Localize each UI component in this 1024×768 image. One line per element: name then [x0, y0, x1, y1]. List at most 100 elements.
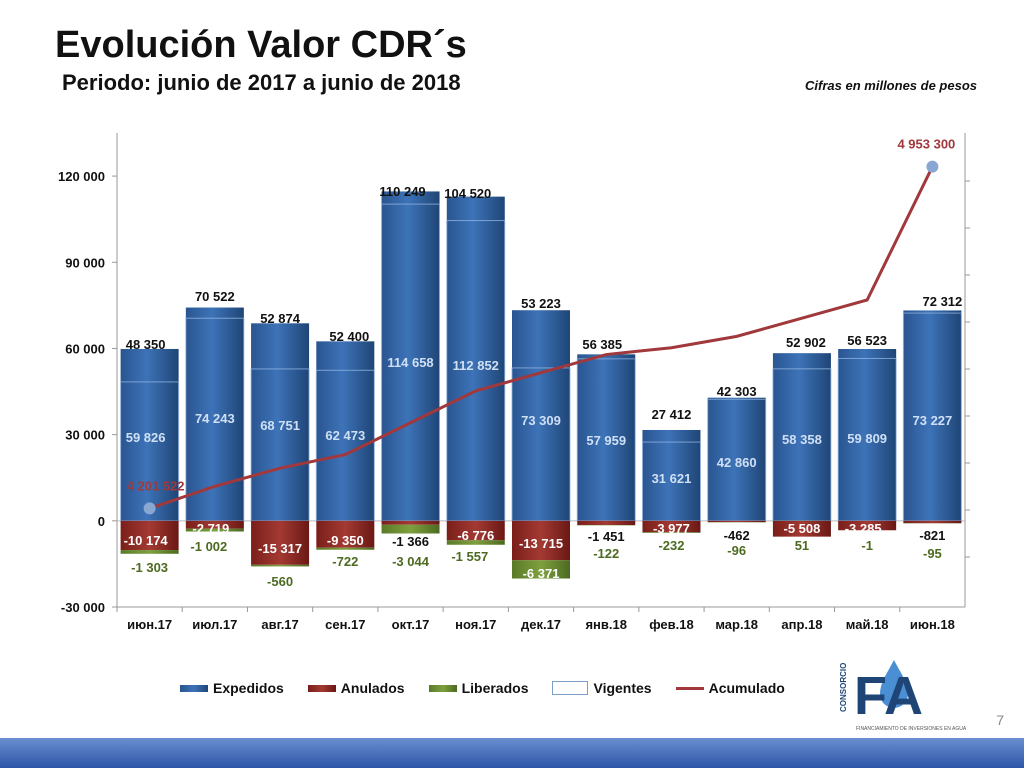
x-tick-label: май.18 [846, 617, 889, 632]
bar-liberados [512, 560, 570, 579]
bar-expedidos [642, 429, 701, 521]
data-label-vigentes: 56 523 [847, 333, 887, 348]
x-tick-label: окт.17 [392, 617, 430, 632]
bar-expedidos [772, 353, 831, 521]
data-label-expedidos: 62 473 [325, 428, 365, 443]
data-label-expedidos: 73 227 [913, 413, 953, 428]
data-label-vigentes: 104 520 [444, 186, 491, 201]
data-label-vigentes: 72 312 [923, 294, 963, 309]
y-tick-label: 120 000 [58, 169, 105, 184]
bar-expedidos [838, 349, 897, 521]
bar-liberados [642, 532, 701, 533]
bar-expedidos [446, 196, 505, 521]
data-label-liberados: -232 [658, 538, 684, 553]
data-label-anulados: -5 508 [783, 521, 820, 536]
data-label-anulados: -821 [919, 528, 945, 543]
legend-expedidos: Expedidos [180, 680, 284, 696]
bar-liberados [185, 528, 244, 532]
data-label-anulados: -3 285 [845, 521, 882, 536]
x-tick-label: июл.17 [192, 617, 237, 632]
data-label-anulados: -9 350 [327, 533, 364, 548]
data-label-liberados: 51 [795, 538, 809, 553]
bar-expedidos [251, 323, 310, 521]
data-label-anulados: -13 715 [519, 536, 563, 551]
bar-liberados [251, 564, 310, 567]
data-label-liberados: -1 002 [190, 539, 227, 554]
bar-anulados [185, 520, 244, 529]
bar-anulados [577, 520, 636, 525]
x-tick-label: фев.18 [649, 617, 694, 632]
data-label-expedidos: 59 826 [126, 430, 166, 445]
bar-liberados [446, 540, 505, 545]
data-label-vigentes: 27 412 [652, 407, 692, 422]
data-label-expedidos: 74 243 [195, 411, 235, 426]
marker-acumulado [143, 502, 156, 515]
data-label-liberados: -6 371 [523, 566, 560, 581]
y-tick-label: 30 000 [65, 428, 105, 443]
legend-label-anulados: Anulados [340, 680, 405, 696]
chart-legend: Expedidos Anulados Liberados Vigentes Ac… [180, 680, 809, 696]
data-label-liberados: -1 [861, 538, 873, 553]
y-tick-label: 60 000 [65, 341, 105, 356]
data-label-expedidos: 57 959 [586, 433, 626, 448]
data-label-vigentes: 53 223 [521, 296, 561, 311]
bar-expedidos [381, 191, 440, 521]
bar-liberados [381, 524, 440, 534]
legend-swatch-vigentes [552, 681, 589, 695]
legend-label-liberados: Liberados [461, 680, 529, 696]
bar-anulados [838, 520, 897, 531]
data-label-acumulado-end: 4 953 300 [897, 137, 955, 152]
bar-expedidos [903, 310, 962, 521]
data-label-expedidos: 112 852 [453, 358, 499, 373]
page-number: 7 [996, 712, 1004, 728]
bar-expedidos [120, 348, 179, 521]
bar-anulados [903, 520, 962, 524]
x-tick-label: мар.18 [715, 617, 758, 632]
bar-expedidos [316, 341, 375, 521]
data-label-vigentes: 56 385 [582, 337, 622, 352]
page-title: Evolución Valor CDR´s [55, 24, 467, 66]
data-label-vigentes: 52 902 [786, 335, 826, 350]
data-label-expedidos: 73 309 [521, 413, 561, 428]
bar-anulados [316, 520, 375, 548]
data-label-expedidos: 31 621 [652, 471, 692, 486]
consorcio-fia-logo: CONSORCIO FA FINANCIAMIENTO DE INVERSION… [839, 660, 967, 732]
data-label-acumulado-start: 4 201 522 [127, 478, 185, 493]
data-label-expedidos: 59 809 [847, 431, 887, 446]
data-label-vigentes: 70 522 [195, 289, 235, 304]
x-tick-label: янв.18 [585, 617, 627, 632]
x-tick-label: сен.17 [325, 617, 365, 632]
data-label-vigentes: 42 303 [717, 384, 757, 399]
bar-liberados [316, 547, 375, 550]
data-label-anulados: -462 [724, 528, 750, 543]
legend-label-acumulado: Acumulado [708, 680, 785, 696]
data-label-expedidos: 58 358 [782, 432, 822, 447]
legend-liberados: Liberados [428, 680, 529, 696]
logo-side-text: CONSORCIO [839, 663, 848, 712]
bar-anulados [772, 520, 831, 537]
legend-swatch-liberados [428, 684, 457, 692]
legend-acumulado: Acumulado [675, 680, 785, 696]
x-tick-label: апр.18 [781, 617, 822, 632]
data-label-liberados: -1 303 [131, 560, 168, 575]
x-tick-label: ноя.17 [455, 617, 496, 632]
data-label-liberados: -722 [332, 554, 358, 569]
data-label-expedidos: 114 658 [387, 355, 433, 370]
data-label-anulados: -2 719 [192, 521, 229, 536]
bar-anulados [381, 520, 440, 525]
legend-vigentes: Vigentes [552, 680, 652, 696]
data-label-anulados: -1 451 [588, 529, 625, 544]
data-label-anulados: -10 174 [124, 533, 169, 548]
legend-label-expedidos: Expedidos [213, 680, 284, 696]
data-label-vigentes: 110 249 [379, 184, 425, 199]
units-note: Cifras en millones de pesos [805, 78, 977, 93]
data-label-liberados: -3 044 [392, 554, 430, 569]
data-label-liberados: -95 [923, 546, 942, 561]
data-label-liberados: -122 [593, 546, 619, 561]
legend-label-vigentes: Vigentes [593, 680, 652, 696]
bar-anulados [251, 520, 310, 565]
logo-caption: FINANCIAMIENTO DE INVERSIONES EN AGUA [856, 726, 967, 732]
x-tick-label: июн.17 [127, 617, 172, 632]
bar-expedidos [512, 310, 570, 521]
bar-anulados [120, 520, 179, 551]
